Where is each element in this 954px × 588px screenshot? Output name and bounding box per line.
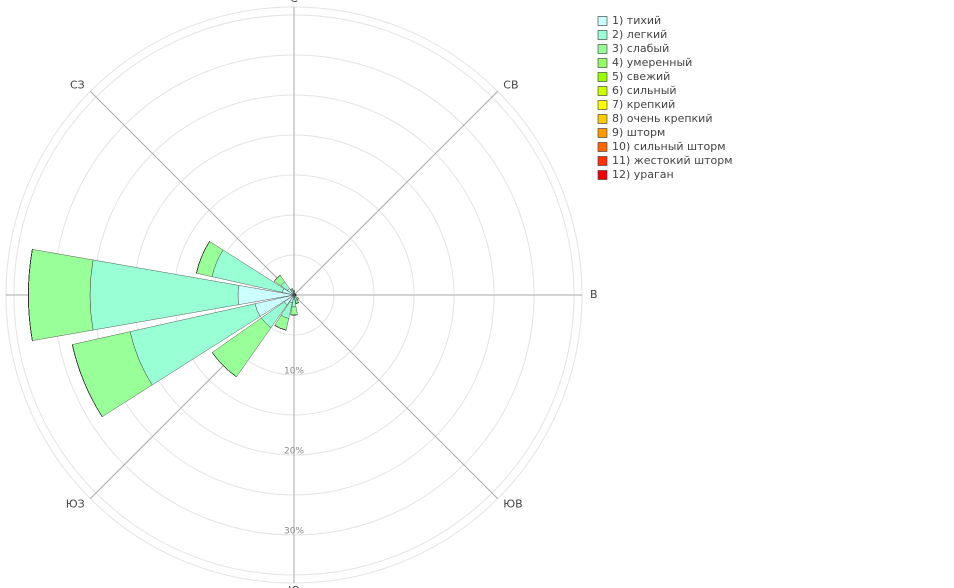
legend-label: 11) жестокий шторм xyxy=(612,154,733,167)
legend-label: 8) очень крепкий xyxy=(612,112,712,125)
legend-swatch xyxy=(597,72,608,82)
legend-swatch xyxy=(597,142,608,152)
bar-segment xyxy=(290,306,298,316)
angular-label: Ю xyxy=(288,584,300,588)
angular-axis xyxy=(293,294,499,500)
bar-segment xyxy=(28,249,33,341)
angular-label: ЮВ xyxy=(503,497,522,510)
legend-swatch xyxy=(597,128,608,138)
bar-segment xyxy=(212,352,237,377)
bar-segment xyxy=(28,249,94,341)
legend-label: 1) тихий xyxy=(612,14,661,27)
radial-tick-label: 20% xyxy=(284,447,304,457)
legend-swatch xyxy=(597,16,608,26)
legend-label: 12) ураган xyxy=(612,168,674,181)
bar-segment xyxy=(295,302,299,304)
radial-tick-label: 10% xyxy=(284,367,304,377)
angular-axis xyxy=(89,90,295,296)
legend-label: 10) сильный шторм xyxy=(612,140,726,153)
angular-label: СВ xyxy=(503,79,518,92)
legend-label: 3) слабый xyxy=(612,42,669,55)
legend-label: 9) шторм xyxy=(612,126,665,139)
legend-swatch xyxy=(597,30,608,40)
radial-tick-label: 30% xyxy=(284,527,304,537)
legend-swatch xyxy=(597,86,608,96)
angular-label: СЗ xyxy=(70,79,85,92)
legend-swatch xyxy=(597,170,608,180)
legend-swatch xyxy=(597,58,608,68)
angular-axis xyxy=(293,90,499,296)
angular-label: В xyxy=(590,288,598,301)
legend-swatch xyxy=(597,44,608,54)
legend-label: 4) умеренный xyxy=(612,56,692,69)
legend-label: 6) сильный xyxy=(612,84,677,97)
legend-label: 2) легкий xyxy=(612,28,667,41)
legend-swatch xyxy=(597,114,608,124)
legend-label: 5) свежий xyxy=(612,70,670,83)
legend-swatch xyxy=(597,100,608,110)
angular-label: ЮЗ xyxy=(66,497,85,510)
legend-label: 7) крепкий xyxy=(612,98,675,111)
angular-label: С xyxy=(290,0,298,5)
legend-swatch xyxy=(597,156,608,166)
